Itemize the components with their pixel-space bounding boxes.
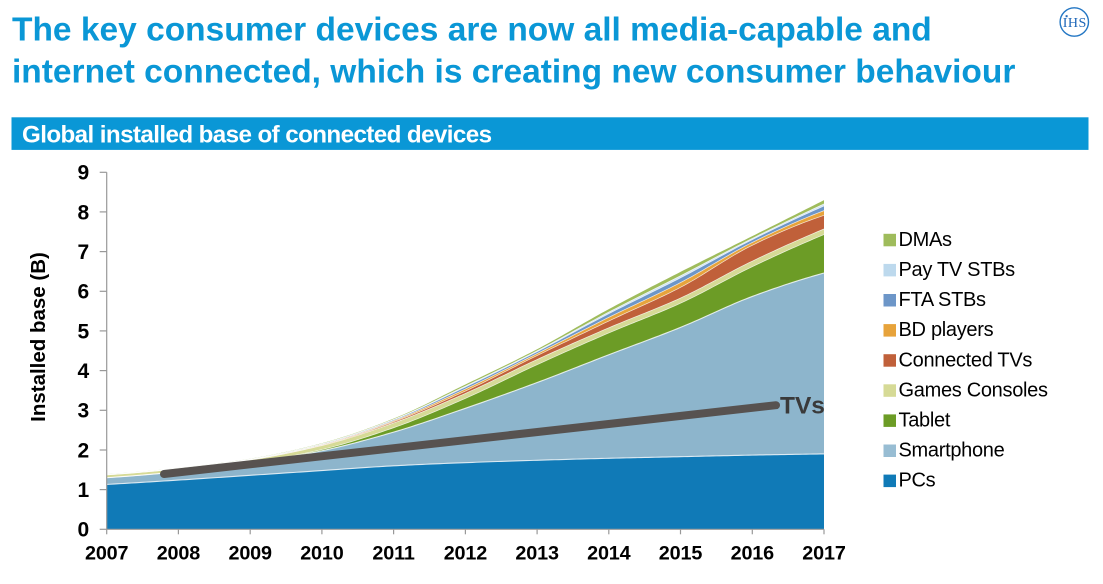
svg-text:Games Consoles: Games Consoles xyxy=(899,379,1048,401)
svg-text:Smartphone: Smartphone xyxy=(899,440,1005,462)
svg-text:2011: 2011 xyxy=(372,543,414,565)
svg-text:7: 7 xyxy=(78,241,90,264)
svg-text:The key consumer devices are n: The key consumer devices are now all med… xyxy=(12,12,932,49)
svg-text:2: 2 xyxy=(78,439,90,462)
svg-text:IHS: IHS xyxy=(1063,16,1087,31)
svg-text:2013: 2013 xyxy=(515,543,559,565)
svg-text:5: 5 xyxy=(78,320,90,343)
svg-text:DMAs: DMAs xyxy=(899,229,953,251)
svg-text:Pay TV STBs: Pay TV STBs xyxy=(899,259,1016,281)
svg-text:PCs: PCs xyxy=(899,470,936,492)
svg-text:internet connected, which is c: internet connected, which is creating ne… xyxy=(12,53,1015,90)
svg-text:2012: 2012 xyxy=(444,543,488,565)
svg-text:Global installed base of conne: Global installed base of connected devic… xyxy=(22,122,492,149)
svg-text:Connected TVs: Connected TVs xyxy=(899,349,1033,371)
svg-text:4: 4 xyxy=(78,360,90,383)
svg-text:9: 9 xyxy=(78,162,90,185)
svg-text:Tablet: Tablet xyxy=(899,410,951,432)
svg-text:2008: 2008 xyxy=(157,543,201,565)
svg-text:2007: 2007 xyxy=(85,543,129,565)
svg-text:8: 8 xyxy=(78,201,90,224)
svg-text:2010: 2010 xyxy=(300,543,344,565)
svg-text:6: 6 xyxy=(78,281,90,304)
svg-text:1: 1 xyxy=(78,479,90,502)
svg-text:2014: 2014 xyxy=(587,543,631,565)
svg-text:2017: 2017 xyxy=(802,543,846,565)
svg-text:2009: 2009 xyxy=(228,543,272,565)
svg-text:FTA STBs: FTA STBs xyxy=(899,289,987,311)
svg-text:TVs: TVs xyxy=(780,393,825,420)
svg-text:3: 3 xyxy=(78,400,90,423)
svg-text:0: 0 xyxy=(78,519,90,542)
svg-text:2015: 2015 xyxy=(659,543,703,565)
svg-text:BD players: BD players xyxy=(899,319,994,341)
svg-text:2016: 2016 xyxy=(731,543,775,565)
svg-text:Installed base (B): Installed base (B) xyxy=(27,252,50,422)
